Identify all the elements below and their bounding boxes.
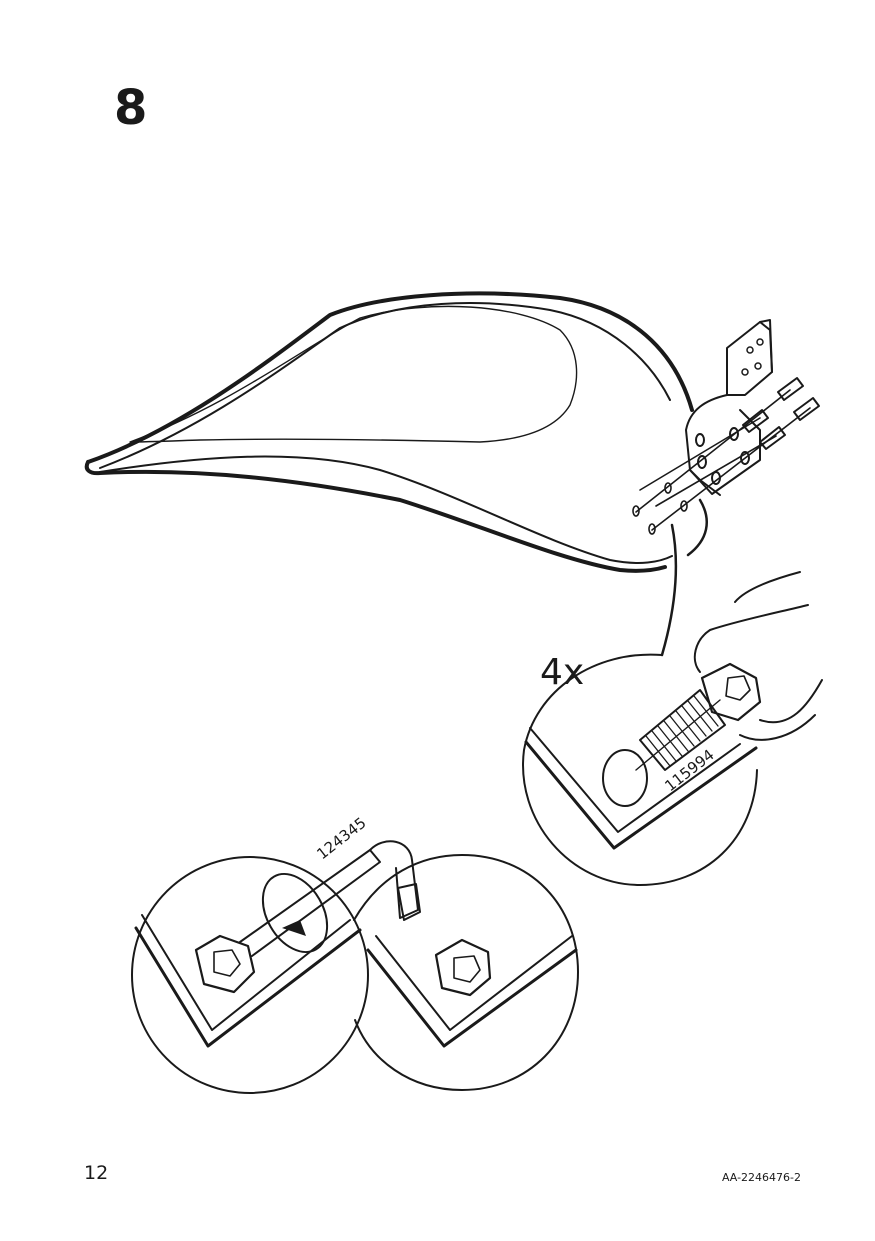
detail-circle-result [353, 854, 579, 1091]
step-number: 8 [114, 80, 148, 136]
detail-lead-line [660, 523, 678, 657]
quantity-label: 4x [540, 652, 584, 693]
page-number: 12 [84, 1162, 109, 1184]
document-code: AA-2246476-2 [721, 1171, 801, 1184]
detail-circle-screw [522, 571, 823, 886]
screws-exploded [632, 377, 820, 535]
mounting-bracket [685, 319, 773, 496]
detail-circle-tighten [131, 840, 421, 1094]
seat-shell [84, 291, 708, 573]
